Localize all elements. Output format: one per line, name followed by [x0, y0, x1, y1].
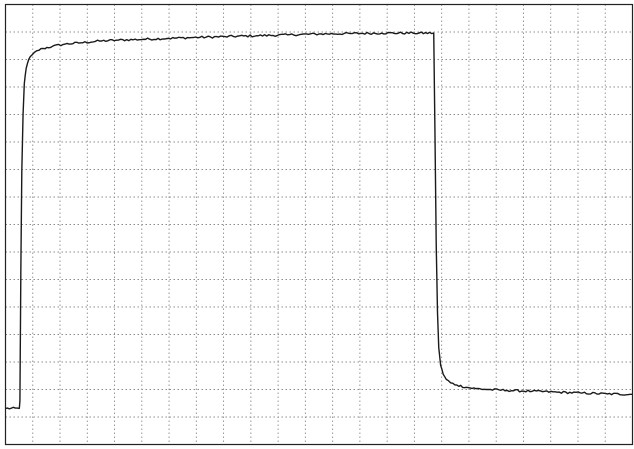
- trace-series: [5, 31, 633, 410]
- grid: [5, 4, 633, 445]
- trace-line: [5, 31, 633, 410]
- plot-frame: [4, 3, 634, 446]
